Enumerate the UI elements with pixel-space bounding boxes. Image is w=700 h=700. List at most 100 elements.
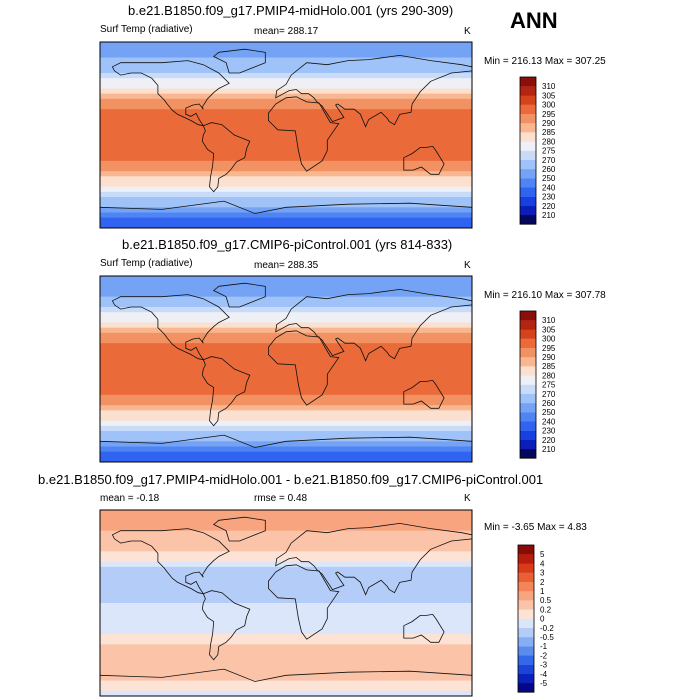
map-band: [100, 535, 472, 542]
colorbar-frame: [519, 310, 537, 459]
map-band: [100, 639, 472, 645]
map-band: [100, 603, 472, 609]
map-band: [100, 317, 472, 323]
colorbar-swatch: [518, 609, 534, 619]
map-band: [100, 160, 472, 167]
map-band: [100, 680, 472, 687]
colorbar-tick-label: 270: [542, 390, 556, 399]
colorbar-tick-label: 220: [542, 436, 556, 445]
panel-2-minmax-label: Min = 216.10 Max = 307.78: [484, 290, 606, 301]
coastline: [403, 145, 445, 175]
colorbar-swatch: [520, 384, 536, 394]
map-band: [100, 176, 472, 182]
colorbar-swatch: [520, 159, 536, 170]
coastline: [403, 613, 445, 643]
colorbar-tick-label: 260: [542, 399, 556, 408]
colorbar-tick-label: -1: [540, 642, 548, 651]
map-band: [100, 301, 472, 308]
colorbar-tick-label: 290: [542, 353, 556, 362]
panel-3-units-label: K: [464, 493, 471, 504]
colorbar-swatch: [518, 618, 534, 628]
map-band: [100, 307, 472, 313]
colorbar-tick-label: 275: [542, 147, 556, 156]
coastline: [403, 379, 445, 409]
colorbar-tick-label: -2: [540, 651, 548, 660]
map-band: [100, 510, 472, 516]
map-band: [100, 129, 472, 136]
colorbar-swatch: [518, 572, 534, 582]
map-band: [100, 675, 472, 681]
coastline: [201, 356, 251, 427]
coastline: [212, 516, 266, 542]
map-band: [100, 690, 472, 697]
coastline: [111, 528, 230, 595]
map-band: [100, 286, 472, 292]
colorbar-tick-label: 240: [542, 417, 556, 426]
panel-2-units-label: K: [464, 260, 471, 271]
panel-2-mean-label: mean= 288.35: [254, 260, 319, 271]
map-band: [100, 530, 472, 537]
map-band: [100, 623, 472, 630]
map-band: [100, 644, 472, 650]
map-band: [100, 541, 472, 547]
colorbar-swatch: [520, 205, 536, 216]
map-band: [100, 52, 472, 58]
colorbar-swatch: [518, 637, 534, 647]
colorbar-swatch: [520, 215, 536, 225]
colorbar-tick-label: 285: [542, 362, 556, 371]
map-band: [100, 78, 472, 84]
map-band: [100, 155, 472, 162]
map-band: [100, 592, 472, 599]
colorbar-tick-label: 5: [540, 550, 545, 559]
panel-2-colorbar: 2102202302402502602702752802852902953003…: [519, 310, 556, 459]
map-band: [100, 327, 472, 334]
coastline: [201, 590, 251, 661]
colorbar-tick-label: 250: [542, 174, 556, 183]
map-band: [100, 561, 472, 568]
colorbar-tick-label: -5: [540, 679, 548, 688]
colorbar-tick-label: 250: [542, 408, 556, 417]
map-band: [100, 456, 472, 463]
map-band: [100, 520, 472, 526]
map-band: [100, 197, 472, 203]
colorbar-swatch: [520, 95, 536, 105]
map-band: [100, 119, 472, 126]
map-band: [100, 312, 472, 318]
map-band: [100, 515, 472, 521]
map-band: [100, 551, 472, 557]
map-band: [100, 166, 472, 172]
colorbar-swatch: [520, 123, 536, 133]
map-band: [100, 281, 472, 287]
map-band: [100, 405, 472, 411]
colorbar-swatch: [520, 393, 536, 404]
map-band: [100, 202, 472, 208]
panel-2-title: b.e21.B1850.f09_g17.CMIP6-piControl.001 …: [122, 237, 453, 252]
colorbar-swatch: [520, 86, 536, 96]
map-band: [100, 73, 472, 79]
colorbar-swatch: [518, 655, 534, 665]
colorbar-swatch: [518, 646, 534, 656]
map-band: [100, 374, 472, 380]
map-band: [100, 42, 472, 48]
colorbar-tick-label: 275: [542, 381, 556, 390]
map-band: [100, 88, 472, 95]
panel-1-mean-label: mean= 288.17: [254, 26, 319, 37]
colorbar-tick-label: 285: [542, 128, 556, 137]
colorbar-swatch: [520, 320, 536, 330]
map-band: [100, 659, 472, 666]
panel-2-map: [99, 275, 473, 463]
map-band: [100, 577, 472, 583]
map-band: [100, 150, 472, 157]
map-band: [100, 420, 472, 427]
map-band: [100, 582, 472, 588]
map-band: [100, 441, 472, 447]
colorbar-swatch: [518, 591, 534, 601]
colorbar-tick-label: 300: [542, 335, 556, 344]
colorbar-tick-label: -3: [540, 661, 548, 670]
colorbar-swatch: [520, 338, 536, 348]
colorbar-swatch: [520, 412, 536, 422]
colorbar-swatch: [520, 421, 536, 431]
colorbar-tick-label: 310: [542, 82, 556, 91]
colorbar-frame: [519, 76, 537, 225]
colorbar-swatch: [520, 104, 536, 114]
